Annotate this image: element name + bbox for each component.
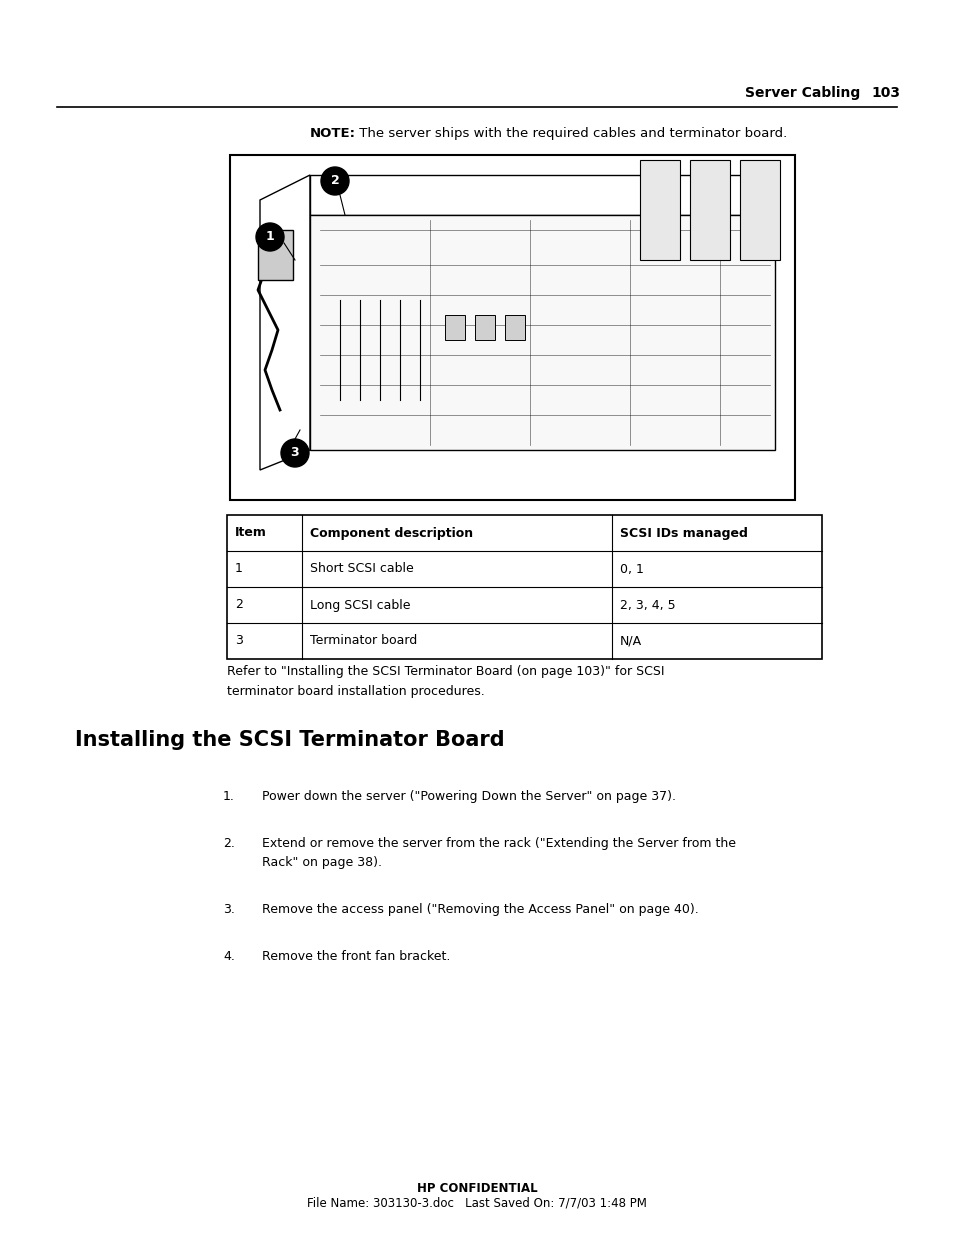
Bar [689, 161, 729, 261]
Circle shape [281, 438, 309, 467]
Text: 2: 2 [234, 599, 243, 611]
Text: 2: 2 [331, 174, 339, 188]
Circle shape [255, 224, 284, 251]
Bar [257, 230, 293, 280]
Text: terminator board installation procedures.: terminator board installation procedures… [227, 685, 484, 698]
Text: HP CONFIDENTIAL: HP CONFIDENTIAL [416, 1182, 537, 1195]
Bar [230, 156, 794, 500]
Text: Remove the front fan bracket.: Remove the front fan bracket. [262, 950, 450, 963]
Bar [227, 515, 821, 659]
Text: 1.: 1. [223, 790, 234, 803]
Text: 4.: 4. [223, 950, 234, 963]
Text: Terminator board: Terminator board [310, 635, 416, 647]
Text: Item: Item [234, 526, 267, 540]
Bar [504, 315, 524, 340]
Text: NOTE:: NOTE: [310, 127, 355, 140]
Bar [475, 315, 495, 340]
Text: File Name: 303130-3.doc   Last Saved On: 7/7/03 1:48 PM: File Name: 303130-3.doc Last Saved On: 7… [307, 1197, 646, 1210]
Text: 3: 3 [291, 447, 299, 459]
Text: Extend or remove the server from the rack ("Extending the Server from the: Extend or remove the server from the rac… [262, 837, 735, 850]
Text: Component description: Component description [310, 526, 473, 540]
Text: 2, 3, 4, 5: 2, 3, 4, 5 [619, 599, 675, 611]
Text: Remove the access panel ("Removing the Access Panel" on page 40).: Remove the access panel ("Removing the A… [262, 903, 698, 916]
Text: Installing the SCSI Terminator Board: Installing the SCSI Terminator Board [75, 730, 504, 750]
Bar [740, 161, 780, 261]
Text: Short SCSI cable: Short SCSI cable [310, 562, 414, 576]
Text: 2.: 2. [223, 837, 234, 850]
Text: Server Cabling: Server Cabling [744, 86, 859, 100]
Text: 3: 3 [234, 635, 243, 647]
Text: 103: 103 [870, 86, 899, 100]
Text: SCSI IDs managed: SCSI IDs managed [619, 526, 747, 540]
Text: N/A: N/A [619, 635, 641, 647]
Circle shape [320, 167, 349, 195]
Bar [444, 315, 464, 340]
Bar [639, 161, 679, 261]
Bar [310, 215, 774, 450]
Text: 1: 1 [265, 231, 274, 243]
Text: 1: 1 [234, 562, 243, 576]
Text: Refer to "Installing the SCSI Terminator Board (on page 103)" for SCSI: Refer to "Installing the SCSI Terminator… [227, 664, 664, 678]
Text: 0, 1: 0, 1 [619, 562, 643, 576]
Text: Rack" on page 38).: Rack" on page 38). [262, 856, 381, 869]
Text: The server ships with the required cables and terminator board.: The server ships with the required cable… [355, 127, 786, 140]
Text: Power down the server ("Powering Down the Server" on page 37).: Power down the server ("Powering Down th… [262, 790, 676, 803]
Text: 3.: 3. [223, 903, 234, 916]
Text: Long SCSI cable: Long SCSI cable [310, 599, 410, 611]
